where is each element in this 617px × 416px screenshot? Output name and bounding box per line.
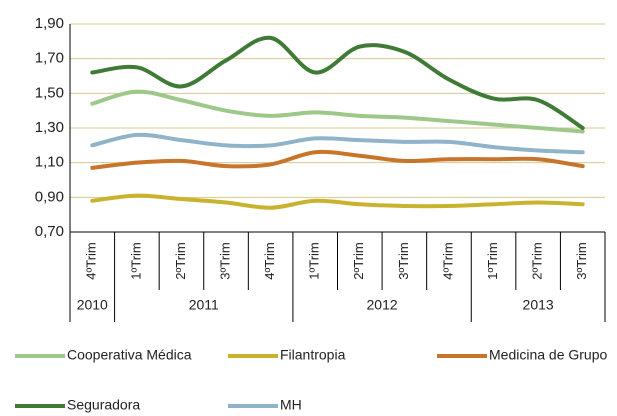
series-line xyxy=(90,89,585,134)
x-tick-label: 3ºTrim xyxy=(217,242,232,279)
x-tick-label: 2ºTrim xyxy=(530,242,545,279)
x-tick-label: 2ºTrim xyxy=(351,242,366,279)
legend-label: MH xyxy=(280,397,302,413)
year-label: 2010 xyxy=(77,297,108,313)
y-tick-label: 1,30 xyxy=(35,119,64,136)
x-tick-label: 2ºTrim xyxy=(173,242,188,279)
x-tick-label: 4ºTrim xyxy=(440,242,455,279)
year-label: 2013 xyxy=(523,297,554,313)
y-tick-label: 1,70 xyxy=(35,50,64,67)
series-line xyxy=(90,149,585,170)
y-tick-label: 1,50 xyxy=(35,84,64,101)
x-tick-label: 3ºTrim xyxy=(574,242,589,279)
y-tick-label: 0,70 xyxy=(35,223,64,240)
series-line xyxy=(90,132,585,155)
y-tick-label: 1,10 xyxy=(35,154,64,171)
legend-label: Medicina de Grupo xyxy=(489,347,608,363)
y-tick-label: 1,90 xyxy=(35,15,64,32)
x-tick-label: 1ºTrim xyxy=(307,242,322,279)
y-tick-label: 0,90 xyxy=(35,188,64,205)
x-tick-label: 1ºTrim xyxy=(485,242,500,279)
year-label: 2011 xyxy=(189,297,219,313)
x-tick-label: 3ºTrim xyxy=(396,242,411,279)
year-label: 2012 xyxy=(367,297,398,313)
legend-label: Cooperativa Médica xyxy=(67,347,192,363)
legend-label: Filantropia xyxy=(280,347,346,363)
x-tick-label: 4ºTrim xyxy=(262,242,277,279)
series-line xyxy=(90,193,585,210)
x-tick-label: 1ºTrim xyxy=(128,242,143,279)
legend-label: Seguradora xyxy=(67,397,140,413)
x-tick-label: 4ºTrim xyxy=(84,242,99,279)
series-line xyxy=(90,35,585,130)
